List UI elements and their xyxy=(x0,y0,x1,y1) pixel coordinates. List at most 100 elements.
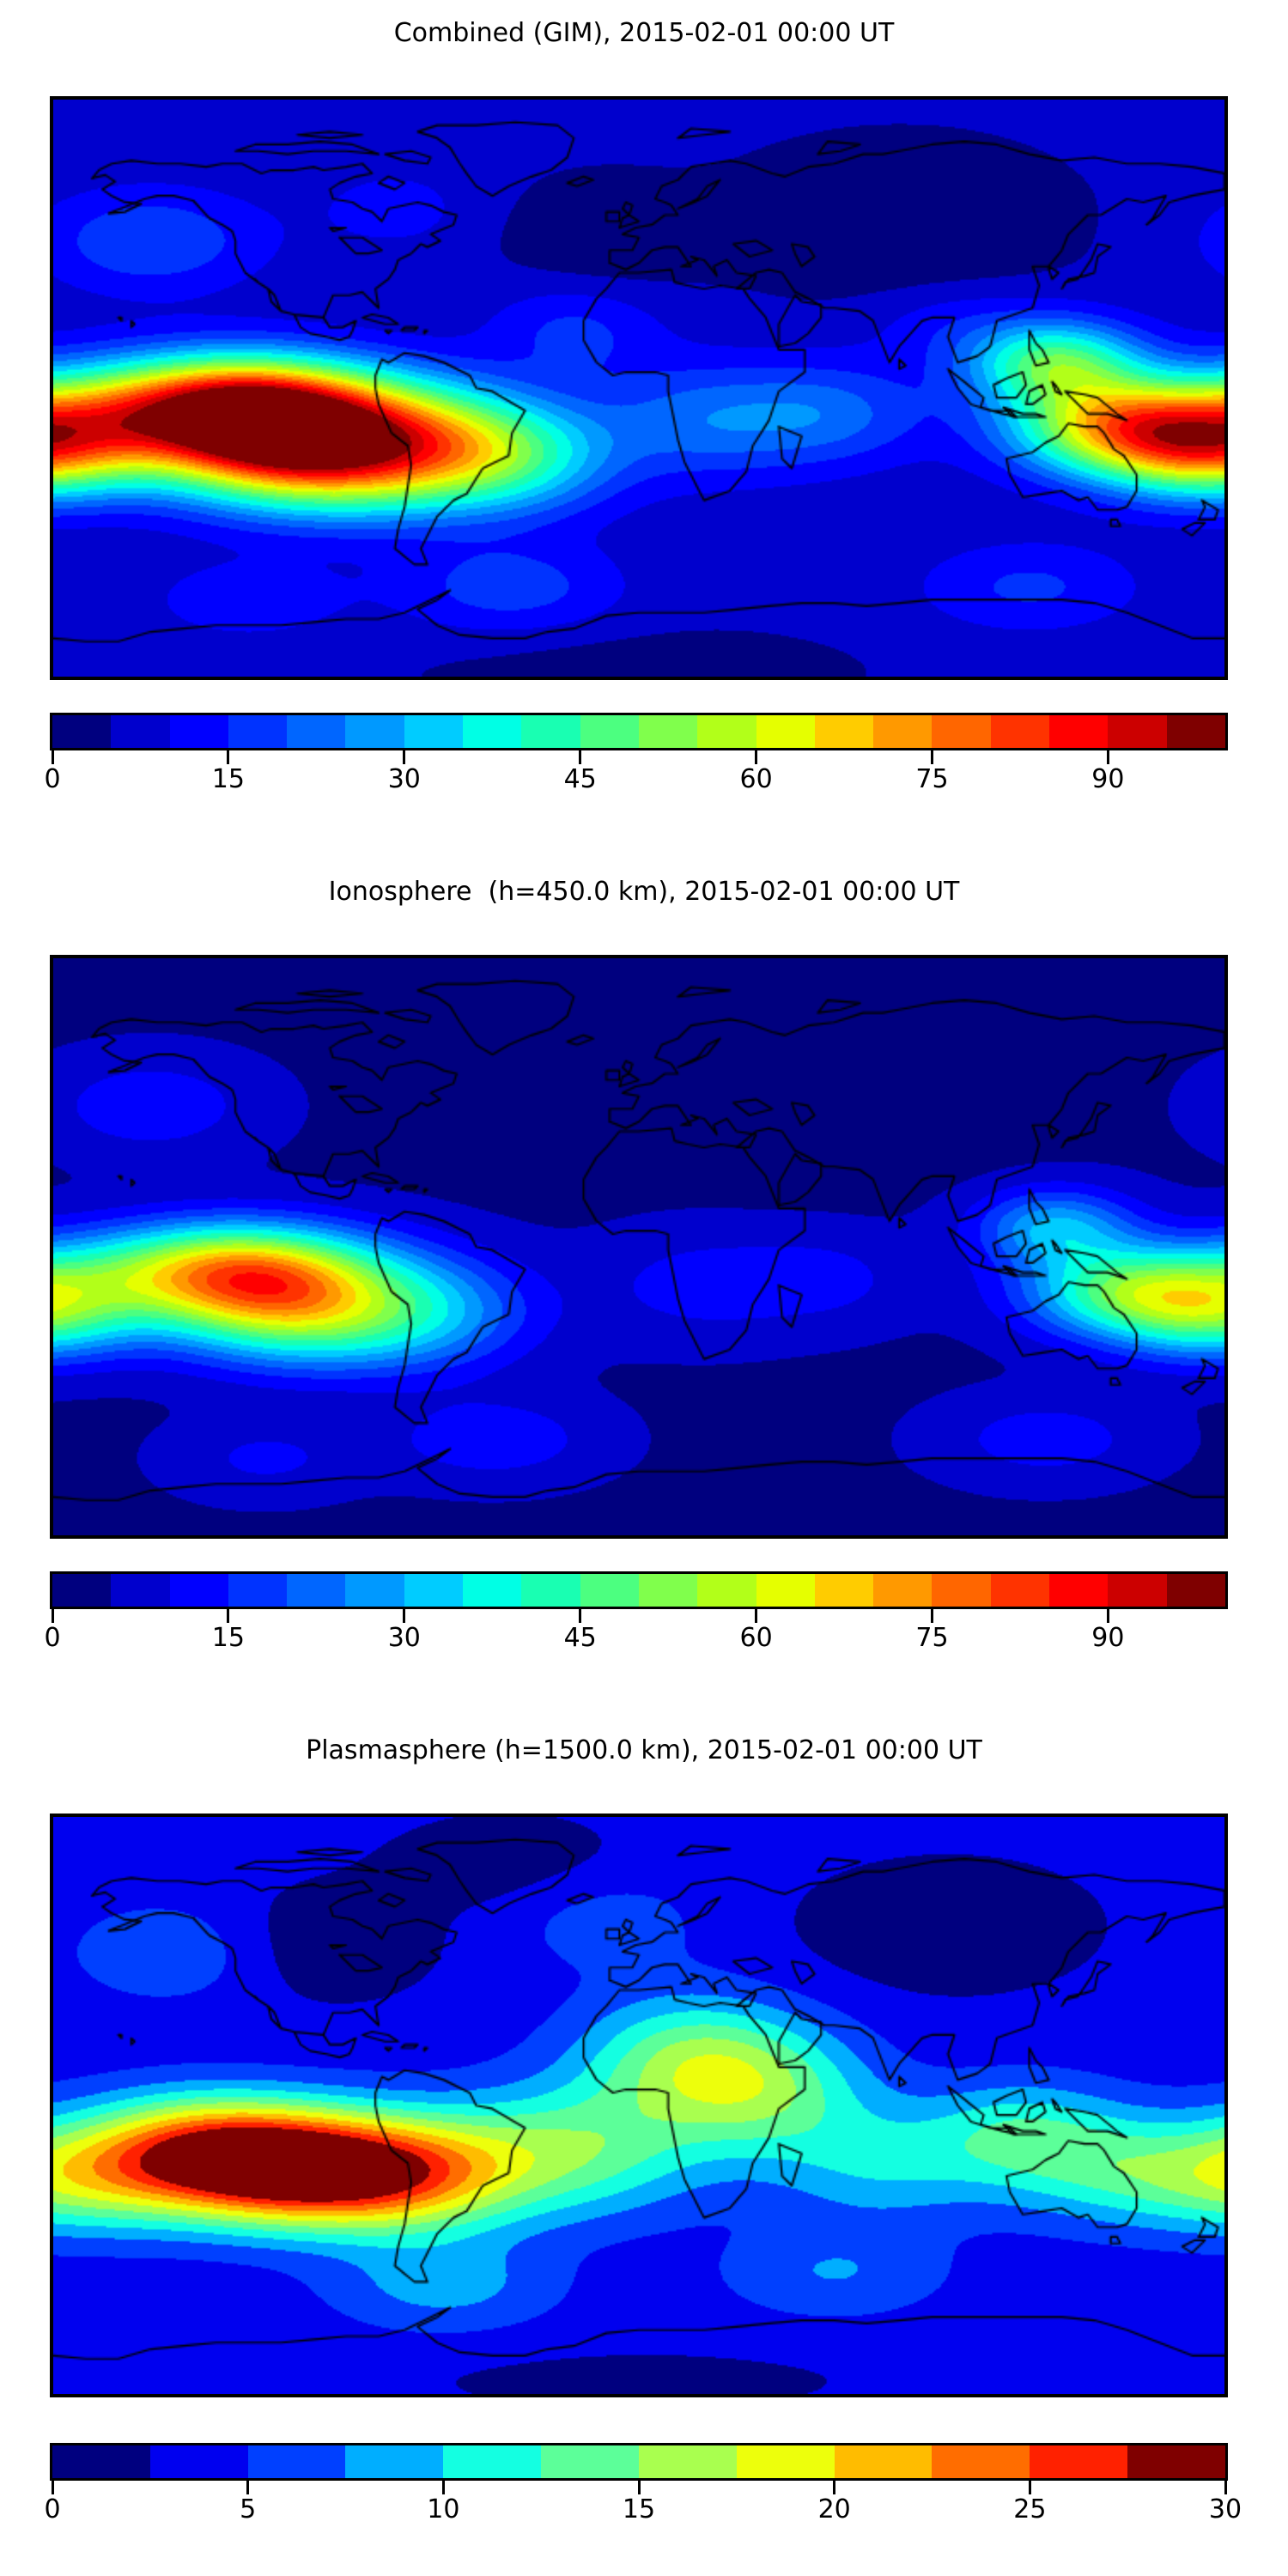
colorbar-swatch xyxy=(52,2445,150,2478)
colorbar-tick xyxy=(1028,2481,1031,2494)
colorbar-swatch xyxy=(580,715,639,748)
colorbar-strip-plasmasphere[interactable] xyxy=(50,2443,1228,2481)
colorbar-axis-ionosphere: 0 15 30 45 60 75 90 xyxy=(44,1609,1228,1659)
colorbar-tick-label: 15 xyxy=(211,1623,245,1653)
colorbar-tick xyxy=(579,750,582,764)
map-canvas-ionosphere xyxy=(53,958,1224,1535)
colorbar-tick-label: 90 xyxy=(1091,764,1125,794)
colorbar-swatch xyxy=(111,1574,170,1607)
colorbar-tick-label: 45 xyxy=(563,764,597,794)
colorbar-tick xyxy=(931,750,933,764)
colorbar-swatch xyxy=(873,1574,933,1607)
map-plasmasphere-1500km[interactable] xyxy=(50,1814,1228,2397)
colorbar-swatch xyxy=(638,2445,737,2478)
colorbar-swatch xyxy=(247,2445,346,2478)
colorbar-axis-plasmasphere: 0 5 10 15 20 25 30 xyxy=(44,2481,1242,2530)
colorbar-tick-label: 15 xyxy=(622,2494,656,2524)
colorbar-tick xyxy=(755,750,758,764)
colorbar-tick xyxy=(637,2481,641,2494)
colorbar-tick xyxy=(1106,1609,1109,1623)
colorbar-swatch xyxy=(169,1574,228,1607)
map-canvas-combined xyxy=(53,100,1224,677)
colorbar-swatch xyxy=(638,1574,698,1607)
colorbar-swatch xyxy=(1108,1574,1167,1607)
colorbar-tick-label: 15 xyxy=(211,764,245,794)
colorbar-swatch xyxy=(169,715,228,748)
colorbar-tick xyxy=(403,1609,406,1623)
colorbar-tick xyxy=(403,750,406,764)
colorbar-swatch xyxy=(990,1574,1050,1607)
panel-title-ionosphere: Ionosphere (h=450.0 km), 2015-02-01 00:0… xyxy=(328,877,960,907)
colorbar-plasmasphere: 0 5 10 15 20 25 30 xyxy=(44,2443,1242,2530)
colorbar-tick xyxy=(1224,2481,1227,2494)
colorbar-tick-label: 30 xyxy=(1208,2494,1242,2524)
colorbar-tick xyxy=(51,2481,54,2494)
colorbar-swatch xyxy=(814,715,874,748)
colorbar-tick-label: 75 xyxy=(915,764,949,794)
colorbar-tick-label: 0 xyxy=(44,2494,61,2524)
colorbar-swatch xyxy=(1049,1574,1109,1607)
colorbar-combined: 0 15 30 45 60 75 90 xyxy=(44,713,1228,800)
colorbar-swatch xyxy=(287,1574,346,1607)
colorbar-swatch xyxy=(697,715,756,748)
colorbar-tick-label: 60 xyxy=(739,1623,773,1653)
colorbar-swatch xyxy=(345,715,404,748)
colorbar-swatch xyxy=(932,715,991,748)
colorbar-swatch xyxy=(756,715,815,748)
colorbar-swatch xyxy=(404,1574,464,1607)
colorbar-swatch xyxy=(736,2445,835,2478)
map-combined-gim[interactable] xyxy=(50,96,1228,680)
colorbar-swatch xyxy=(149,2445,248,2478)
colorbar-tick-label: 75 xyxy=(915,1623,949,1653)
colorbar-tick-label: 90 xyxy=(1091,1623,1125,1653)
colorbar-swatch xyxy=(52,715,112,748)
colorbar-tick-label: 20 xyxy=(817,2494,851,2524)
panel-title-combined: Combined (GIM), 2015-02-01 00:00 UT xyxy=(393,18,895,48)
panel-title-plasmasphere: Plasmasphere (h=1500.0 km), 2015-02-01 0… xyxy=(306,1735,982,1765)
colorbar-swatch xyxy=(1049,715,1109,748)
colorbar-swatch xyxy=(463,1574,522,1607)
colorbar-swatch xyxy=(932,2445,1030,2478)
colorbar-swatch xyxy=(814,1574,874,1607)
colorbar-swatch xyxy=(541,2445,639,2478)
colorbar-tick-label: 60 xyxy=(739,764,773,794)
colorbar-tick xyxy=(579,1609,582,1623)
colorbar-swatch xyxy=(52,1574,112,1607)
colorbar-tick xyxy=(441,2481,445,2494)
colorbar-swatch xyxy=(580,1574,639,1607)
colorbar-swatch xyxy=(697,1574,756,1607)
colorbar-tick-label: 10 xyxy=(427,2494,460,2524)
colorbar-strip-combined[interactable] xyxy=(50,713,1228,750)
panel-plasmasphere-1500km: Plasmasphere (h=1500.0 km), 2015-02-01 0… xyxy=(0,1717,1288,2576)
colorbar-swatch xyxy=(521,715,580,748)
colorbar-tick-label: 25 xyxy=(1013,2494,1047,2524)
map-canvas-plasmasphere xyxy=(53,1817,1224,2394)
colorbar-axis-combined: 0 15 30 45 60 75 90 xyxy=(44,750,1228,800)
colorbar-tick xyxy=(246,2481,250,2494)
colorbar-swatch xyxy=(1127,2445,1225,2478)
colorbar-tick xyxy=(227,1609,230,1623)
colorbar-tick-label: 45 xyxy=(563,1623,597,1653)
colorbar-swatch xyxy=(345,1574,404,1607)
map-ionosphere-450km[interactable] xyxy=(50,955,1228,1539)
colorbar-swatch xyxy=(638,715,698,748)
colorbar-swatch xyxy=(521,1574,580,1607)
colorbar-swatch xyxy=(345,2445,444,2478)
colorbar-swatch xyxy=(228,1574,288,1607)
panel-combined-gim: Combined (GIM), 2015-02-01 00:00 UT 0 15 3… xyxy=(0,0,1288,859)
colorbar-tick xyxy=(1106,750,1109,764)
colorbar-swatch xyxy=(228,715,288,748)
colorbar-tick-label: 0 xyxy=(44,764,61,794)
colorbar-tick xyxy=(51,750,54,764)
colorbar-tick-label: 0 xyxy=(44,1623,61,1653)
colorbar-swatch xyxy=(1166,715,1225,748)
panel-ionosphere-450km: Ionosphere (h=450.0 km), 2015-02-01 00:0… xyxy=(0,859,1288,1717)
colorbar-swatch xyxy=(990,715,1050,748)
colorbar-swatch xyxy=(873,715,933,748)
colorbar-swatch xyxy=(443,2445,542,2478)
colorbar-ionosphere: 0 15 30 45 60 75 90 xyxy=(44,1571,1228,1659)
colorbar-tick-label: 30 xyxy=(387,764,421,794)
colorbar-strip-ionosphere[interactable] xyxy=(50,1571,1228,1609)
colorbar-swatch xyxy=(834,2445,933,2478)
